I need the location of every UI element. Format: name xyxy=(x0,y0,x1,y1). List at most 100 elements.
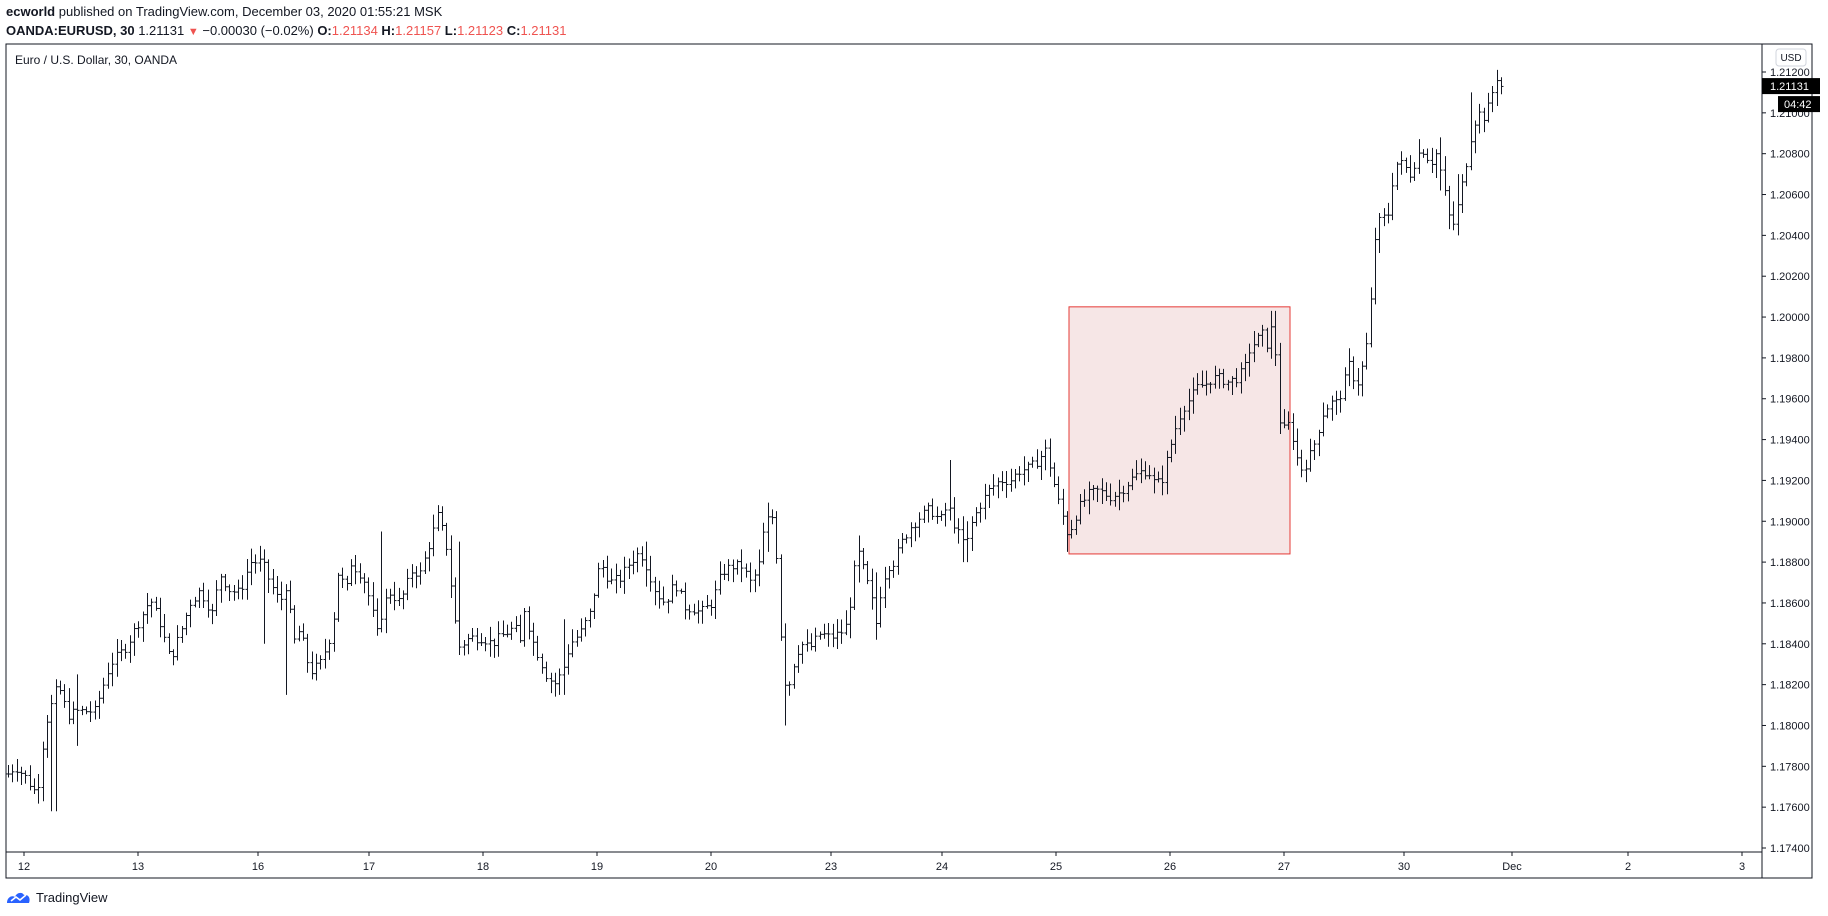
ohlc-bar xyxy=(219,573,224,603)
ohlc-bar xyxy=(739,549,744,583)
last-price-badge-label: 1.21131 xyxy=(1770,81,1809,93)
y-tick-label: 1.19800 xyxy=(1770,353,1810,365)
highlight-box[interactable] xyxy=(1068,306,1291,555)
y-tick-label: 1.19200 xyxy=(1770,475,1810,487)
ohlc-bar xyxy=(184,612,189,636)
price-axis[interactable]: 1.17400 1.17600 1.17800 1.18000 1.18200 1.184… xyxy=(1762,67,1810,855)
ohlc-bar xyxy=(1312,440,1317,461)
low-value: 1.21123 xyxy=(457,23,504,38)
ohlc-bar xyxy=(753,569,758,593)
x-tick-label: 20 xyxy=(705,861,717,873)
ohlc-bar xyxy=(917,512,922,538)
ohlc-bar xyxy=(1230,376,1235,395)
ohlc-bar xyxy=(1121,485,1126,503)
ohlc-bar xyxy=(41,741,46,802)
ohlc-bar xyxy=(1130,468,1135,491)
ohlc-bar xyxy=(440,506,445,531)
ohlc-bar xyxy=(930,498,935,520)
currency-badge[interactable]: USD xyxy=(1775,48,1807,67)
ohlc-bar xyxy=(913,522,918,542)
y-tick-label: 1.18800 xyxy=(1770,557,1810,569)
y-tick-label: 1.20200 xyxy=(1770,271,1810,283)
ohlc-bar xyxy=(1165,450,1170,495)
ohlc-bar xyxy=(553,672,558,697)
ohlc-bar xyxy=(479,633,484,647)
ohlc-bar xyxy=(193,596,198,608)
x-tick-label: 13 xyxy=(132,861,144,873)
ohlc-bar xyxy=(336,572,341,622)
ohlc-bar xyxy=(1187,388,1192,421)
ohlc-bar xyxy=(1156,471,1161,483)
ohlc-bar xyxy=(258,545,263,572)
ohlc-bar xyxy=(1308,438,1313,472)
ohlc-bar xyxy=(436,505,441,532)
author-name[interactable]: ecworld xyxy=(6,4,56,19)
y-tick-label: 1.18400 xyxy=(1770,639,1810,651)
ohlc-bar xyxy=(822,623,827,639)
x-tick-label: 26 xyxy=(1164,861,1176,873)
chart-header: ecworld published on TradingView.com, De… xyxy=(6,4,566,40)
x-tick-label: 17 xyxy=(363,861,375,873)
ohlc-bar xyxy=(1447,185,1452,230)
y-tick-label: 1.19400 xyxy=(1770,435,1810,447)
ohlc-bar xyxy=(10,764,15,783)
ohlc-bar xyxy=(1382,208,1387,227)
ohlc-bar xyxy=(835,619,840,649)
time-axis[interactable]: 12 13 16 17 18 19 20 23 24 25 26 27 30 Dec 2 3 xyxy=(18,852,1745,873)
ohlc-bar xyxy=(722,564,727,581)
x-tick-label: 16 xyxy=(252,861,264,873)
ohlc-bar xyxy=(1265,327,1270,353)
ohlc-bar xyxy=(410,564,415,588)
x-tick-label: 2 xyxy=(1625,861,1631,873)
ohlc-bar xyxy=(236,579,241,600)
ohlc-bar xyxy=(870,568,875,610)
ohlc-bar xyxy=(878,586,883,628)
x-tick-label: 3 xyxy=(1739,861,1745,873)
ohlc-bar xyxy=(358,563,363,584)
ohlc-bar xyxy=(45,714,50,758)
y-tick-label: 1.20000 xyxy=(1770,312,1810,324)
ohlc-bar xyxy=(1004,470,1009,498)
ohlc-bar xyxy=(1143,461,1148,480)
y-tick-label: 1.17600 xyxy=(1770,802,1810,814)
last-price-marker: 1.21131 04:42 xyxy=(1762,78,1820,113)
ohlc-bar xyxy=(1321,402,1326,437)
ohlc-bar xyxy=(488,626,493,657)
ohlc-bar xyxy=(1377,212,1382,254)
ohlc-bar xyxy=(857,535,862,583)
ohlc-bar xyxy=(826,623,831,647)
y-tick-label: 1.19000 xyxy=(1770,516,1810,528)
ohlc-bar xyxy=(1373,227,1378,305)
ohlc-bar xyxy=(670,574,675,604)
x-tick-label: 23 xyxy=(825,861,837,873)
tradingview-brand[interactable]: TradingView xyxy=(36,889,108,905)
ohlc-bar xyxy=(1338,390,1343,413)
ohlc-bar xyxy=(23,770,28,784)
ohlc-bar xyxy=(991,474,996,496)
ohlc-bar xyxy=(136,621,141,638)
ohlc-bar xyxy=(622,556,627,594)
y-tick-label: 1.18600 xyxy=(1770,598,1810,610)
ohlc-bar xyxy=(1035,449,1040,469)
ohlc-bar xyxy=(214,580,219,617)
ohlc-bar xyxy=(726,559,731,582)
ohlc-bar xyxy=(379,531,384,633)
ohlc-bar xyxy=(666,598,671,614)
ohlc-bar xyxy=(1069,519,1074,539)
x-tick-label: 19 xyxy=(591,861,603,873)
ohlc-bar xyxy=(1469,92,1474,171)
ohlc-bar xyxy=(813,627,818,652)
ohlc-bar xyxy=(6,765,11,778)
ohlc-bar xyxy=(1017,466,1022,482)
ohlc-bar xyxy=(97,690,102,719)
ohlc-bar xyxy=(696,600,701,624)
ohlc-bar xyxy=(1082,489,1087,507)
ohlc-bar xyxy=(327,639,332,660)
ohlc-bar xyxy=(956,518,961,544)
ohlc-bar xyxy=(101,677,106,704)
ohlc-bar xyxy=(505,624,510,638)
chart-title: Euro / U.S. Dollar, 30, OANDA xyxy=(15,53,177,67)
ohlc-bar xyxy=(705,595,710,609)
price-change: −0.00030 (−0.02%) xyxy=(202,23,314,38)
